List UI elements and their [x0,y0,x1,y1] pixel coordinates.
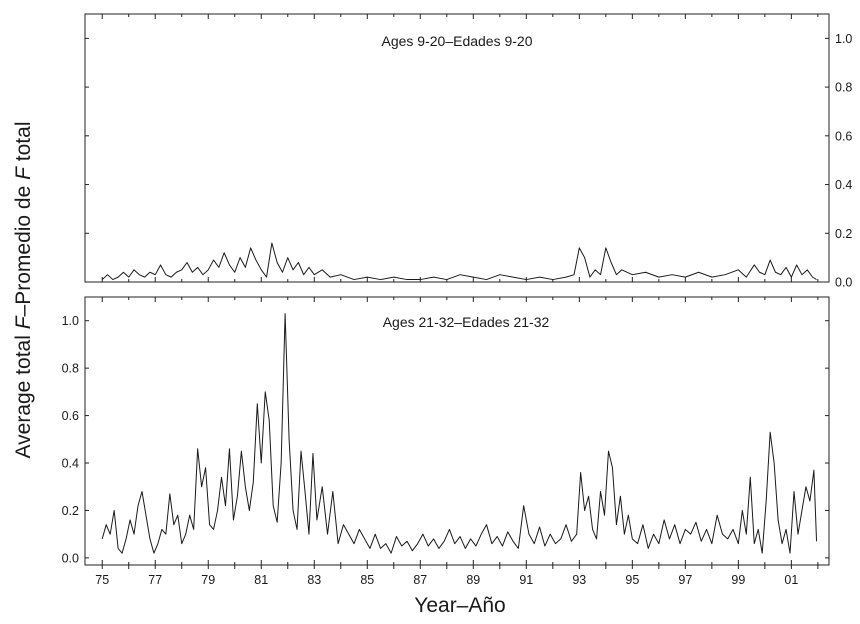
x-tick-label: 99 [731,573,745,587]
y-tick-label: 0.0 [835,276,852,290]
x-tick-label: 79 [201,573,215,587]
y-axis-title: Average total F–Promedio de F total [12,122,35,459]
x-tick-label: 91 [519,573,533,587]
y-axis-title-part-1: Average total [12,329,35,458]
x-tick-label: 93 [572,573,586,587]
y-axis-title-part-2: –Promedio de [12,180,35,317]
x-tick-label: 01 [784,573,798,587]
y-tick-label: 1.0 [835,32,852,46]
x-tick-label: 75 [95,573,109,587]
panel-top-frame [84,13,830,283]
y-tick-label: 0.4 [62,457,79,471]
x-tick-label: 89 [466,573,480,587]
x-tick-label: 97 [678,573,692,587]
panel-bottom-ticks: 0.0 0.2 0.4 0.6 0.8 1.0 75 77 79 81 83 85 87 89 91 93 95… [62,297,829,587]
y-axis-title-italic-f-2: F [12,166,35,180]
x-tick-label: 77 [148,573,162,587]
y-axis-title-italic-f: F [12,315,35,329]
series-line-ages-21-32 [101,313,818,554]
x-tick-label: 81 [254,573,268,587]
y-tick-label: 0.8 [62,362,79,376]
y-tick-label: 0.6 [62,409,79,423]
y-tick-label: 0.2 [835,227,852,241]
x-tick-label: 83 [307,573,321,587]
y-tick-label: 0.4 [835,178,852,192]
panel-top-ticks: 0.0 0.2 0.4 0.6 0.8 1.0 [85,14,852,290]
x-tick-label: 85 [360,573,374,587]
panel-bottom-frame [84,296,830,566]
y-tick-label: 0.2 [62,504,79,518]
x-tick-label: 95 [625,573,639,587]
x-tick-label: 87 [413,573,427,587]
x-axis-title: Year–Año [414,594,505,617]
panel-top-title: Ages 9-20–Edades 9-20 [382,33,533,49]
series-line-ages-9-20 [101,242,817,281]
panel-bottom-title: Ages 21-32–Edades 21-32 [383,314,550,330]
y-tick-label: 0.8 [835,81,852,95]
y-tick-label: 1.0 [62,314,79,328]
y-axis-title-part-3: total [12,122,35,168]
panel-top-ages-9-20: Ages 9-20–Edades 9-20 0.0 0.2 0.4 0.6 0.8 1.0 [84,13,852,290]
y-tick-label: 0.6 [835,129,852,143]
panel-bottom-ages-21-32: Ages 21-32–Edades 21-32 0.0 0.2 0.4 0.6 0.8 1… [62,296,830,587]
y-tick-label: 0.0 [62,551,79,565]
